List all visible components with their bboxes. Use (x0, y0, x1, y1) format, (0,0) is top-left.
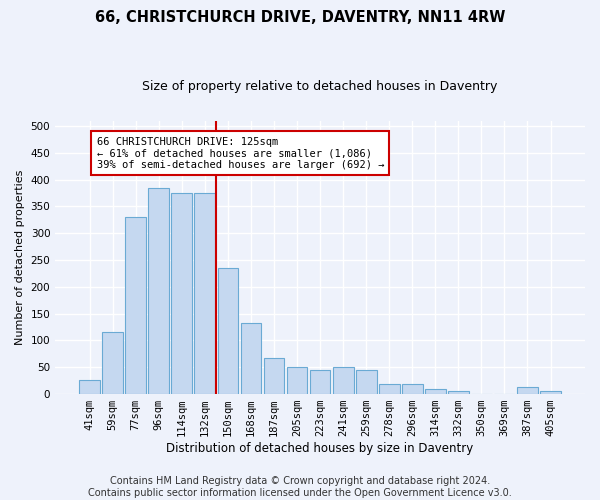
Bar (310, 370, 331, 394)
Y-axis label: Number of detached properties: Number of detached properties (15, 170, 25, 345)
Bar (379, 384, 400, 394)
Text: 66 CHRISTCHURCH DRIVE: 125sqm
← 61% of detached houses are smaller (1,086)
39% o: 66 CHRISTCHURCH DRIVE: 125sqm ← 61% of d… (97, 136, 384, 170)
Bar (517, 387, 538, 394)
Bar (333, 368, 353, 394)
Bar (402, 384, 422, 394)
Title: Size of property relative to detached houses in Daventry: Size of property relative to detached ho… (142, 80, 498, 93)
Bar (79, 380, 100, 394)
Bar (241, 323, 262, 394)
Bar (218, 268, 238, 394)
Bar (148, 188, 169, 394)
Text: Contains HM Land Registry data © Crown copyright and database right 2024.
Contai: Contains HM Land Registry data © Crown c… (88, 476, 512, 498)
Bar (172, 193, 192, 394)
Bar (448, 392, 469, 394)
X-axis label: Distribution of detached houses by size in Daventry: Distribution of detached houses by size … (166, 442, 474, 455)
Bar (287, 368, 307, 394)
Bar (356, 370, 377, 394)
Bar (194, 193, 215, 394)
Text: 66, CHRISTCHURCH DRIVE, DAVENTRY, NN11 4RW: 66, CHRISTCHURCH DRIVE, DAVENTRY, NN11 4… (95, 10, 505, 25)
Bar (102, 332, 123, 394)
Bar (540, 392, 561, 394)
Bar (425, 388, 446, 394)
Bar (263, 358, 284, 394)
Bar (125, 217, 146, 394)
